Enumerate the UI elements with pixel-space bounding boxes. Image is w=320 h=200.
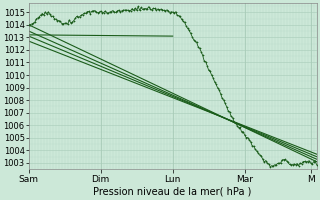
X-axis label: Pression niveau de la mer( hPa ): Pression niveau de la mer( hPa ) [93,187,252,197]
